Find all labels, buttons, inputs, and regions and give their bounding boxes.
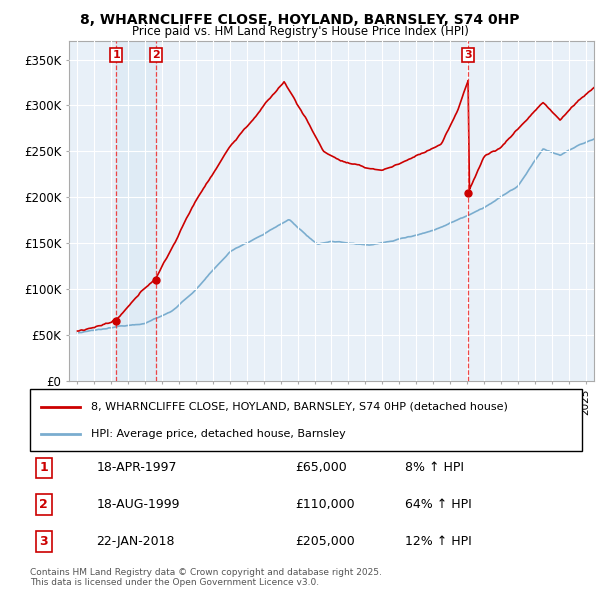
Text: 8, WHARNCLIFFE CLOSE, HOYLAND, BARNSLEY, S74 0HP (detached house): 8, WHARNCLIFFE CLOSE, HOYLAND, BARNSLEY,… (91, 402, 508, 412)
Text: £65,000: £65,000 (295, 461, 347, 474)
Text: 3: 3 (464, 51, 472, 60)
Text: HPI: Average price, detached house, Barnsley: HPI: Average price, detached house, Barn… (91, 429, 346, 439)
Text: 18-AUG-1999: 18-AUG-1999 (96, 498, 180, 512)
Text: 1: 1 (40, 461, 48, 474)
Text: 1: 1 (112, 51, 120, 60)
Text: 2: 2 (40, 498, 48, 512)
Text: 8% ↑ HPI: 8% ↑ HPI (406, 461, 464, 474)
FancyBboxPatch shape (30, 389, 582, 451)
Text: £110,000: £110,000 (295, 498, 355, 512)
Text: Contains HM Land Registry data © Crown copyright and database right 2025.
This d: Contains HM Land Registry data © Crown c… (30, 568, 382, 587)
Text: 3: 3 (40, 535, 48, 548)
Text: 2: 2 (152, 51, 160, 60)
Text: 8, WHARNCLIFFE CLOSE, HOYLAND, BARNSLEY, S74 0HP: 8, WHARNCLIFFE CLOSE, HOYLAND, BARNSLEY,… (80, 13, 520, 27)
Text: 18-APR-1997: 18-APR-1997 (96, 461, 177, 474)
Text: 22-JAN-2018: 22-JAN-2018 (96, 535, 175, 548)
Text: 64% ↑ HPI: 64% ↑ HPI (406, 498, 472, 512)
Text: £205,000: £205,000 (295, 535, 355, 548)
Text: 12% ↑ HPI: 12% ↑ HPI (406, 535, 472, 548)
Text: Price paid vs. HM Land Registry's House Price Index (HPI): Price paid vs. HM Land Registry's House … (131, 25, 469, 38)
Bar (116, 41, 156, 381)
